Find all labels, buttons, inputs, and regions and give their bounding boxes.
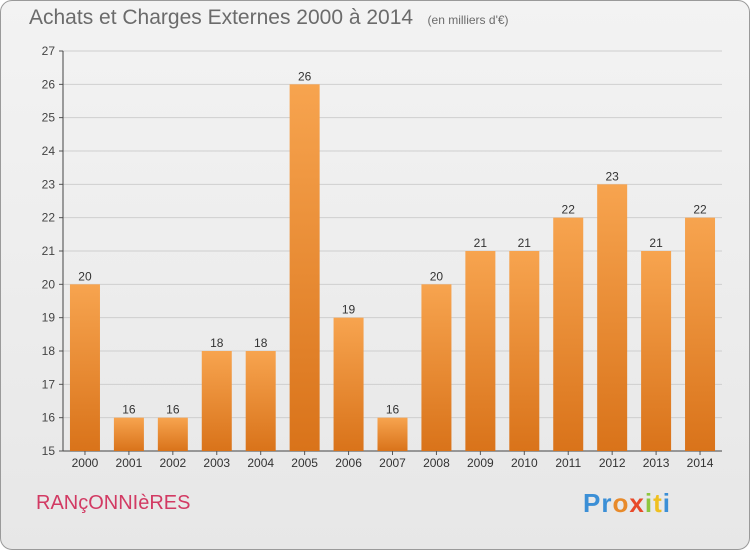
- data-label: 16: [386, 403, 400, 417]
- data-label: 22: [693, 203, 707, 217]
- x-tick-label: 2003: [203, 456, 230, 470]
- data-label: 21: [474, 236, 488, 250]
- proxiti-logo: Proxiti: [583, 488, 671, 519]
- y-tick-label: 23: [42, 177, 56, 191]
- data-label: 20: [78, 269, 92, 283]
- x-tick-label: 2005: [291, 456, 318, 470]
- x-tick-label: 2013: [643, 456, 670, 470]
- logo-letter: o: [612, 488, 630, 518]
- y-tick-label: 27: [42, 44, 56, 58]
- x-tick-labels: 2000 2001 2002 2003 2004 2005 2006 2007 2008 2009…: [72, 456, 714, 470]
- x-tick-label: 2014: [687, 456, 714, 470]
- data-label: 21: [518, 236, 532, 250]
- data-label: 22: [562, 203, 576, 217]
- bar-2013: [641, 251, 672, 451]
- y-tick-label: 18: [42, 344, 56, 358]
- y-tick-label: 15: [42, 444, 56, 458]
- y-tick-label: 22: [42, 211, 56, 225]
- bar-2011: [553, 217, 584, 451]
- data-label: 18: [210, 336, 224, 350]
- y-tick-label: 19: [42, 311, 56, 325]
- bar-2006: [333, 317, 364, 451]
- data-label: 18: [254, 336, 268, 350]
- bar-2012: [597, 184, 628, 452]
- chart-title: Achats et Charges Externes 2000 à 2014: [29, 6, 414, 29]
- x-tick-label: 2009: [467, 456, 494, 470]
- y-tick-label: 17: [42, 377, 56, 391]
- data-label: 19: [342, 303, 356, 317]
- bar-2010: [509, 251, 540, 451]
- place-name: RANçONNIèRES: [36, 492, 191, 514]
- data-label: 20: [430, 269, 444, 283]
- logo-letter: i: [662, 488, 671, 518]
- data-label: 16: [122, 403, 136, 417]
- bar-2009: [465, 251, 496, 451]
- x-tick-label: 2007: [379, 456, 406, 470]
- y-tick-labels: 15 16 17 18 19 20 21 22 23 24 25 26 27: [42, 44, 56, 458]
- bars: [69, 84, 716, 452]
- x-tick-label: 2006: [335, 456, 362, 470]
- x-tick-label: 2010: [511, 456, 538, 470]
- x-tick-label: 2000: [72, 456, 99, 470]
- y-tick-label: 21: [42, 244, 56, 258]
- title-row: Achats et Charges Externes 2000 à 2014 (…: [29, 6, 509, 30]
- x-tick-label: 2002: [159, 456, 186, 470]
- x-tick-label: 2008: [423, 456, 450, 470]
- y-tick-label: 26: [42, 77, 56, 91]
- x-tick-label: 2011: [555, 456, 581, 470]
- bar-2004: [245, 351, 276, 451]
- logo-letter: t: [653, 488, 663, 518]
- bar-2001: [113, 417, 144, 451]
- x-tick-label: 2012: [599, 456, 626, 470]
- bar-2007: [377, 417, 408, 451]
- data-labels: 20 16 16 18 18 26 19 16 20 21 21 22 23 21 22: [78, 69, 707, 416]
- chart-subtitle: (en milliers d'€): [427, 13, 509, 27]
- data-label: 23: [605, 169, 619, 183]
- y-tick-label: 20: [42, 277, 56, 291]
- bar-2002: [157, 417, 188, 451]
- y-tick-label: 25: [42, 111, 56, 125]
- data-label: 21: [649, 236, 663, 250]
- bar-2008: [421, 284, 452, 451]
- bar-2014: [685, 217, 716, 451]
- bar-2000: [69, 284, 100, 451]
- logo-letter: i: [644, 488, 654, 518]
- bar-2005: [289, 84, 320, 451]
- x-tick-label: 2004: [247, 456, 274, 470]
- data-label: 16: [166, 403, 180, 417]
- logo-letter: r: [601, 488, 613, 518]
- data-label: 26: [298, 69, 312, 83]
- x-tick-label: 2001: [116, 456, 143, 470]
- y-tick-label: 24: [42, 144, 56, 158]
- bar-2003: [201, 351, 232, 451]
- logo-letter: P: [583, 488, 602, 518]
- logo-letter: x: [629, 488, 645, 518]
- y-tick-label: 16: [42, 411, 56, 425]
